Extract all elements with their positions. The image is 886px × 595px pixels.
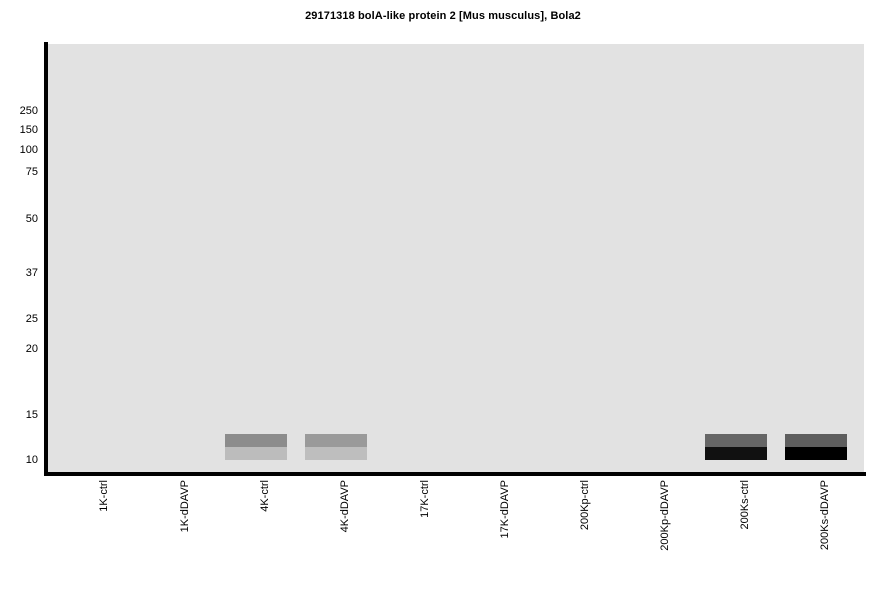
y-tick-label: 50	[25, 213, 38, 225]
x-tick-label-200kp-ctrl: 200Kp-ctrl	[579, 480, 591, 531]
x-tick-label-17k-ctrl: 17K-ctrl	[419, 480, 431, 518]
band-upper-segment	[305, 434, 367, 447]
y-tick-label: 37	[25, 267, 38, 279]
y-tick-label: 15	[25, 409, 38, 421]
y-tick-label: 150	[19, 124, 38, 136]
band-upper-segment	[705, 434, 767, 447]
x-axis-line	[44, 472, 866, 476]
x-tick-label-4k-ctrl: 4K-ctrl	[259, 480, 271, 512]
band-upper-segment	[785, 434, 847, 447]
chart-title: 29171318 bolA-like protein 2 [Mus muscul…	[305, 10, 581, 22]
y-tick-label: 250	[19, 105, 38, 117]
x-tick-label-17k-ddavp: 17K-dDAVP	[499, 480, 511, 539]
y-axis-line	[44, 42, 48, 476]
band-lower-segment	[785, 447, 847, 460]
y-axis-tick-labels: 250 150 100 75 50 37 25 20 15 10	[0, 0, 41, 595]
band-lower-segment	[305, 447, 367, 460]
x-tick-label-1k-ctrl: 1K-ctrl	[98, 480, 110, 512]
y-tick-label: 75	[25, 166, 38, 178]
x-tick-label-200kp-ddavp: 200Kp-dDAVP	[659, 480, 671, 551]
x-tick-label-200ks-ddavp: 200Ks-dDAVP	[819, 480, 831, 551]
protein-band-4k-ctrl	[225, 434, 287, 460]
band-lower-segment	[705, 447, 767, 460]
x-tick-label-200ks-ctrl: 200Ks-ctrl	[739, 480, 751, 530]
protein-band-200ks-ctrl	[705, 434, 767, 460]
y-tick-label: 100	[19, 144, 38, 156]
protein-band-200ks-ddavp	[785, 434, 847, 460]
y-tick-label: 10	[25, 454, 38, 466]
y-tick-label: 20	[25, 343, 38, 355]
x-tick-label-1k-ddavp: 1K-dDAVP	[179, 480, 191, 533]
protein-band-4k-ddavp	[305, 434, 367, 460]
band-lower-segment	[225, 447, 287, 460]
plot-area	[48, 44, 864, 474]
x-tick-label-4k-ddavp: 4K-dDAVP	[339, 480, 351, 533]
y-tick-label: 25	[25, 313, 38, 325]
band-upper-segment	[225, 434, 287, 447]
